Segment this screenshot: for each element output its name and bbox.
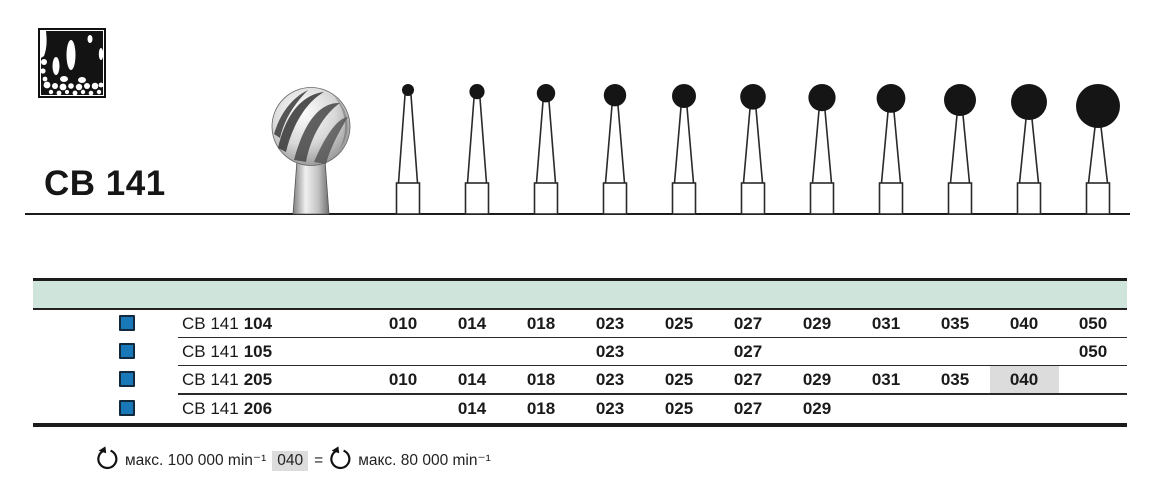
table-header-underline — [33, 308, 1127, 310]
row-label: CB 141 105 — [182, 342, 273, 362]
table-row-206: CB 141 206 014 018 023 025 027 029 — [33, 395, 1127, 423]
size-cell-205-031: 031 — [871, 370, 901, 390]
table-bottom-border — [33, 422, 1127, 427]
row-separator — [178, 337, 1127, 339]
featured-bur-image — [256, 82, 366, 220]
table-row-105: CB 141 105 023 027 050 — [33, 338, 1127, 367]
speed-footnote: макс. 100 000 min⁻¹ 040 = макс. 80 000 m… — [96, 446, 491, 475]
size-cell-104-010: 010 — [388, 314, 418, 333]
size-cell-104-035: 035 — [940, 314, 970, 333]
bur-silhouette-025 — [659, 82, 709, 220]
size-cell-104-029: 029 — [802, 314, 832, 333]
bur-silhouette-050 — [1073, 82, 1123, 220]
size-cell-205-027: 027 — [733, 370, 763, 390]
size-cell-104-014: 014 — [457, 314, 487, 333]
equals-sign: = — [314, 451, 324, 469]
size-cell-104-018: 018 — [526, 314, 556, 333]
bur-silhouette-023 — [590, 82, 640, 220]
bur-silhouette-014 — [452, 82, 502, 220]
row-label: CB 141 205 — [182, 370, 273, 390]
speed-limit-text: макс. 100 000 min⁻¹ — [125, 452, 267, 469]
tooth-radiograph-icon — [38, 28, 106, 98]
row-bullet — [119, 343, 135, 360]
size-cell-205-014: 014 — [457, 370, 487, 390]
size-cell-206-027: 027 — [733, 398, 763, 418]
size-cell-205-010: 010 — [388, 370, 418, 390]
rotation-speed-icon — [329, 446, 352, 475]
bur-silhouette-040 — [1004, 82, 1054, 220]
rotation-speed-icon — [96, 446, 119, 475]
table-row-205: CB 141 205 010 014 018 023 025 027 029 031 035 040 — [33, 366, 1127, 395]
size-cell-206-014: 014 — [457, 398, 487, 418]
size-cell-205-025: 025 — [664, 370, 694, 390]
speed-limit-text: макс. 80 000 min⁻¹ — [358, 452, 491, 469]
row-bullet — [119, 371, 135, 388]
size-cell-105-050: 050 — [1078, 342, 1108, 362]
size-cell-105-027: 027 — [733, 342, 763, 362]
bur-silhouette-018 — [521, 82, 571, 220]
size-cell-104-027: 027 — [733, 314, 763, 333]
size-cell-205-035: 035 — [940, 370, 970, 390]
size-cell-205-040: 040 — [989, 366, 1059, 395]
size-cell-104-025: 025 — [664, 314, 694, 333]
size-cell-105-023: 023 — [595, 342, 625, 362]
baseline-rule — [25, 213, 1130, 215]
table-row-104: CB 141 104 010 014 018 023 025 027 029 031 035 040 0… — [33, 310, 1127, 339]
size-cell-206-018: 018 — [526, 398, 556, 418]
size-cell-104-023: 023 — [595, 314, 625, 333]
row-label: CB 141 206 — [182, 398, 273, 418]
highlighted-size-badge: 040 — [272, 450, 309, 471]
size-cell-104-050: 050 — [1078, 314, 1108, 333]
table-rows: CB 141 104 010 014 018 023 025 027 029 031 035 040 0… — [33, 310, 1127, 423]
product-code-heading: CB 141 — [44, 164, 166, 203]
row-separator — [178, 365, 1127, 367]
bur-silhouette-027 — [728, 82, 778, 220]
row-bullet — [119, 315, 135, 331]
table-header-band — [33, 281, 1127, 308]
size-cell-205-023: 023 — [595, 370, 625, 390]
row-separator — [178, 393, 1127, 395]
row-bullet — [119, 399, 135, 416]
row-label: CB 141 104 — [182, 314, 273, 333]
size-cell-104-031: 031 — [871, 314, 901, 333]
size-table: CB 141 104 010 014 018 023 025 027 029 031 035 040 0… — [33, 278, 1127, 427]
size-cell-206-023: 023 — [595, 398, 625, 418]
bur-silhouette-035 — [935, 82, 985, 220]
size-cell-205-018: 018 — [526, 370, 556, 390]
bur-silhouette-029 — [797, 82, 847, 220]
table-top-border — [33, 278, 1127, 281]
bur-silhouette-010 — [383, 82, 433, 220]
size-cell-206-025: 025 — [664, 398, 694, 418]
size-cell-205-029: 029 — [802, 370, 832, 390]
size-cell-206-029: 029 — [802, 398, 832, 418]
bur-silhouette-031 — [866, 82, 916, 220]
size-cell-104-040: 040 — [1009, 314, 1039, 333]
